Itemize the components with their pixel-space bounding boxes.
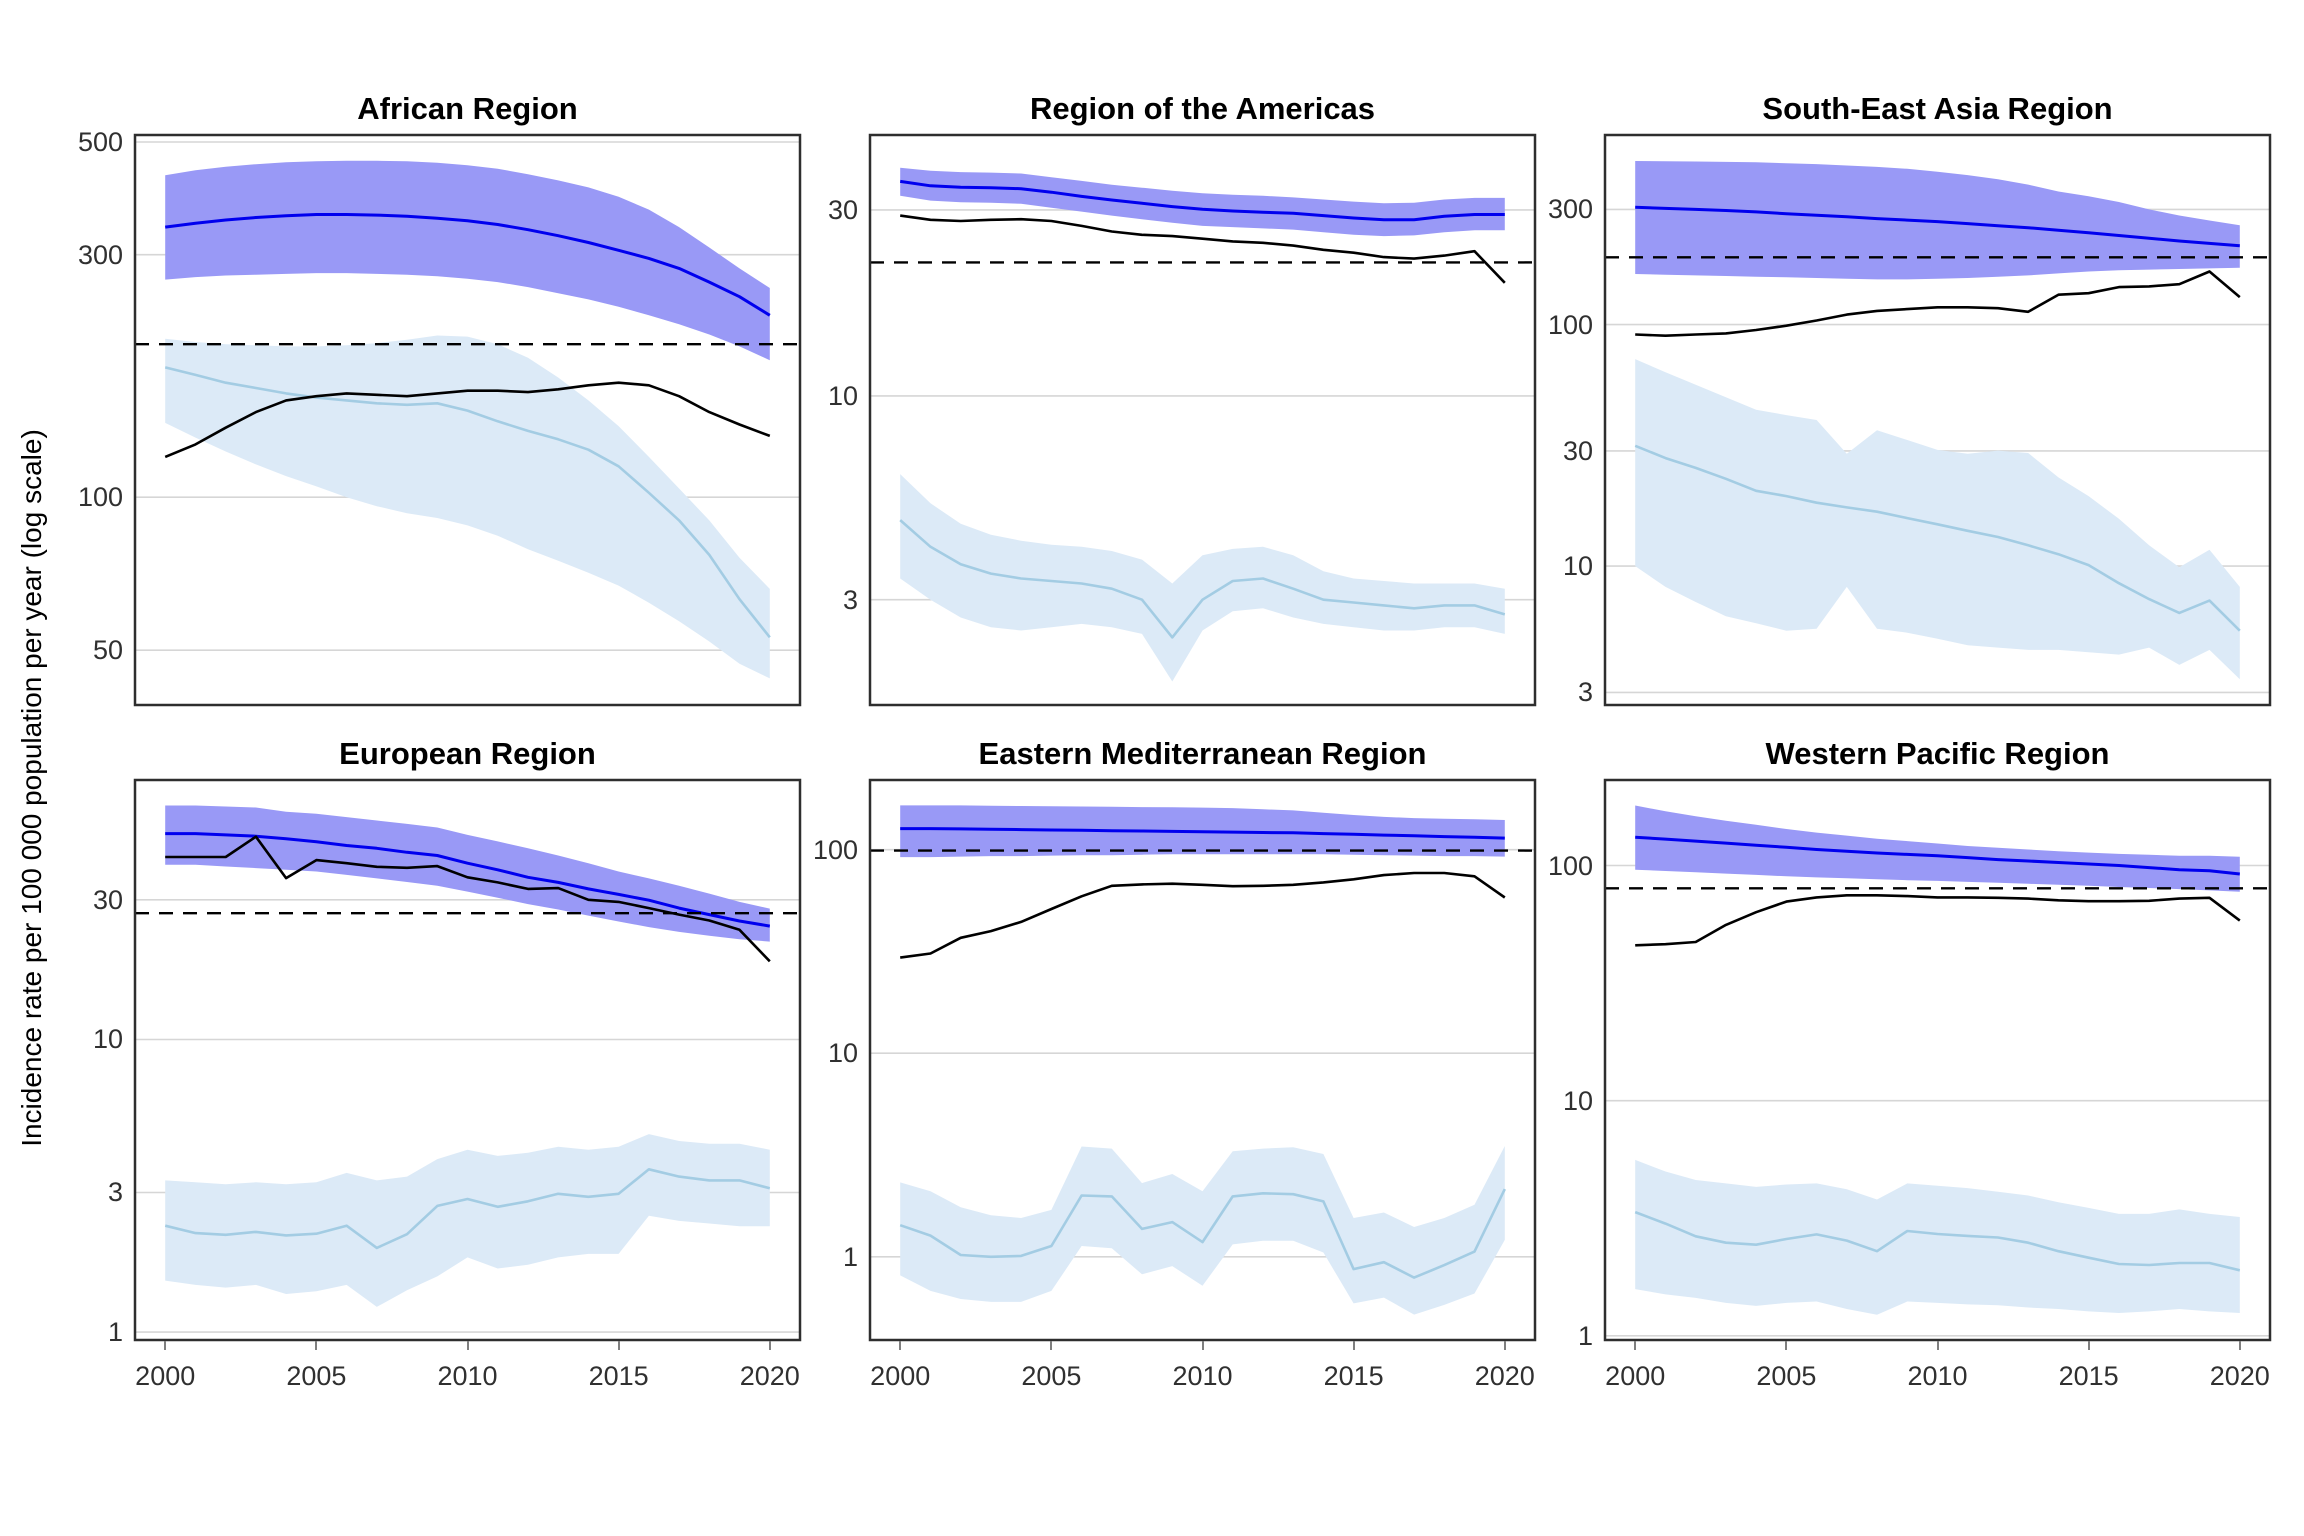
y-tick-label: 10 <box>827 380 858 411</box>
x-tick-label: 2005 <box>1756 1361 1817 1391</box>
blue-estimate-line <box>165 213 771 317</box>
x-tick-label: 2010 <box>1172 1361 1233 1391</box>
light-blue-line <box>1634 444 2241 632</box>
x-tick-label: 2020 <box>739 1361 800 1391</box>
y-tick-label: 30 <box>827 194 858 225</box>
y-tick-label: 30 <box>92 884 123 915</box>
blue-estimate-line <box>1635 835 2240 876</box>
panel-western-pacific-region <box>1603 778 2272 1342</box>
x-tick-mark <box>1050 1341 1053 1350</box>
panel-title-region-of-the-americas: Region of the Americas <box>1029 91 1376 126</box>
x-tick-label: 2000 <box>135 1361 196 1391</box>
x-tick-mark <box>1785 1341 1788 1350</box>
black-line <box>1635 894 2241 947</box>
light-blue-ribbon <box>1635 359 2240 680</box>
y-tick-label: 1 <box>107 1317 123 1348</box>
blue-ribbon <box>900 167 1505 237</box>
panel-border <box>133 778 802 1342</box>
y-tick-label: 10 <box>1562 551 1593 582</box>
x-tick-label: 2015 <box>588 1361 649 1391</box>
x-tick-label: 2015 <box>1323 1361 1384 1391</box>
blue-estimate-line <box>899 179 1505 222</box>
x-tick-label: 2010 <box>1907 1361 1968 1391</box>
blue-ribbon <box>165 160 770 361</box>
x-tick-mark <box>315 1341 318 1350</box>
light-blue-line <box>899 519 1506 639</box>
x-tick-label: 2005 <box>286 1361 347 1391</box>
x-tick-mark <box>1503 1341 1506 1350</box>
y-tick-label: 100 <box>77 482 123 513</box>
y-tick-label: 10 <box>1562 1085 1593 1116</box>
y-tick-label: 300 <box>1547 194 1593 225</box>
light-blue-line <box>164 1168 771 1250</box>
y-tick-label: 10 <box>92 1024 123 1055</box>
light-blue-ribbon <box>165 335 770 679</box>
black-line <box>900 871 1506 959</box>
x-tick-mark <box>2238 1341 2241 1350</box>
y-tick-label: 100 <box>1547 850 1593 881</box>
y-tick-label: 1 <box>1577 1320 1593 1351</box>
blue-estimate-line <box>900 827 1505 840</box>
panel-title-eastern-mediterranean-region: Eastern Mediterranean Region <box>978 736 1427 771</box>
blue-ribbon <box>165 805 770 942</box>
x-tick-label: 2000 <box>1605 1361 1666 1391</box>
x-tick-mark <box>768 1341 771 1350</box>
panel-eastern-mediterranean-region <box>868 778 1537 1342</box>
x-tick-label: 2020 <box>1474 1361 1535 1391</box>
x-tick-mark <box>617 1341 620 1350</box>
light-blue-ribbon <box>1635 1159 2240 1315</box>
y-tick-label: 10 <box>827 1038 858 1069</box>
x-tick-label: 2020 <box>2209 1361 2270 1391</box>
light-blue-ribbon <box>165 1134 770 1307</box>
blue-estimate-line <box>1635 205 2240 248</box>
x-tick-mark <box>899 1341 902 1350</box>
x-tick-label: 2010 <box>437 1361 498 1391</box>
y-tick-label: 3 <box>1577 677 1593 708</box>
light-blue-ribbon <box>900 474 1505 682</box>
light-blue-line <box>1634 1210 2241 1272</box>
x-tick-label: 2015 <box>2058 1361 2119 1391</box>
panel-region-of-the-americas <box>868 133 1537 707</box>
panel-border <box>868 133 1537 707</box>
light-blue-ribbon <box>900 1146 1505 1315</box>
x-tick-mark <box>1936 1341 1939 1350</box>
x-tick-mark <box>1352 1341 1355 1350</box>
black-line <box>164 381 771 459</box>
panel-title-western-pacific-region: Western Pacific Region <box>1765 736 2110 771</box>
panel-title-south-east-asia-region: South-East Asia Region <box>1762 91 2113 126</box>
panel-border <box>133 133 802 707</box>
panel-european-region <box>133 778 802 1342</box>
y-tick-label: 1 <box>842 1241 858 1272</box>
x-tick-mark <box>1201 1341 1204 1350</box>
panel-title-african-region: African Region <box>357 91 578 126</box>
panel-south-east-asia-region <box>1603 133 2272 707</box>
y-tick-label: 30 <box>1562 435 1593 466</box>
x-tick-label: 2000 <box>870 1361 931 1391</box>
black-line <box>900 214 1506 284</box>
panel-border <box>868 778 1537 1342</box>
y-tick-label: 3 <box>842 584 858 615</box>
black-line <box>1635 270 2241 337</box>
light-blue-line <box>164 366 771 639</box>
panel-border <box>1603 133 2272 707</box>
y-tick-label: 100 <box>812 834 858 865</box>
y-tick-label: 500 <box>77 126 123 157</box>
y-tick-label: 50 <box>92 635 123 666</box>
x-tick-label: 2005 <box>1021 1361 1082 1391</box>
x-tick-mark <box>1634 1341 1637 1350</box>
x-tick-mark <box>466 1341 469 1350</box>
panel-title-european-region: European Region <box>339 736 596 771</box>
x-tick-mark <box>164 1341 167 1350</box>
light-blue-line <box>899 1188 1506 1279</box>
blue-estimate-line <box>165 832 771 928</box>
x-tick-mark <box>2087 1341 2090 1350</box>
y-tick-label: 3 <box>107 1177 123 1208</box>
y-tick-label: 100 <box>1547 309 1593 340</box>
blue-ribbon <box>1635 805 2240 892</box>
panel-african-region <box>133 133 802 707</box>
panel-border <box>1603 778 2272 1342</box>
y-tick-label: 300 <box>77 239 123 270</box>
